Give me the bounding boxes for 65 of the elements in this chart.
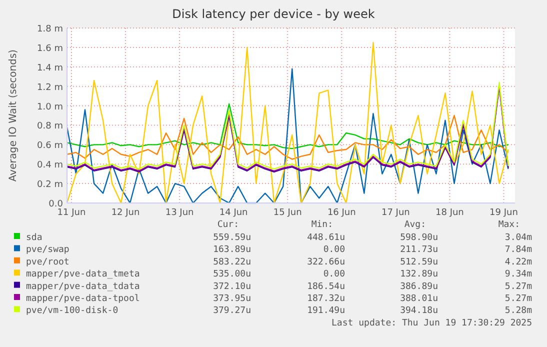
x-tick-label: 13 Jun bbox=[165, 208, 194, 218]
text: 3.04m bbox=[504, 233, 532, 243]
text: 0.00 bbox=[323, 270, 345, 280]
text: 5.27m bbox=[504, 282, 532, 292]
text: 9.34m bbox=[504, 270, 532, 280]
text: 5.28m bbox=[504, 306, 532, 316]
y-tick-label: 0.8 m bbox=[37, 122, 63, 132]
text: 388.01u bbox=[400, 294, 438, 304]
x-tick-label: 12 Jun bbox=[111, 208, 140, 218]
y-tick-label: 1.8 m bbox=[37, 24, 63, 34]
text: 191.49u bbox=[307, 306, 345, 316]
legend-label: pve/swap bbox=[26, 245, 70, 256]
x-tick-label: 17 Jun bbox=[381, 208, 410, 218]
text: Cur: bbox=[217, 220, 239, 230]
text: 598.90u bbox=[400, 233, 438, 243]
y-tick-label: 1.2 m bbox=[37, 82, 63, 93]
legend-label: sda bbox=[26, 233, 42, 243]
text: Avg: bbox=[404, 220, 426, 230]
text: 559.59u bbox=[213, 233, 251, 243]
text: 379.27u bbox=[213, 306, 251, 316]
line-series bbox=[66, 114, 509, 160]
line-series bbox=[66, 103, 509, 150]
legend-label: mapper/pve-data-tpool bbox=[26, 294, 140, 304]
x-tick-label: 16 Jun bbox=[327, 208, 356, 218]
legend-label: mapper/pve-data_tdata bbox=[26, 282, 140, 292]
y-tick-label: 0.6 m bbox=[37, 141, 63, 152]
x-tick-label: 14 Jun bbox=[219, 208, 248, 218]
text: 322.66u bbox=[307, 257, 345, 268]
legend-label: pve/vm-100-disk-0 bbox=[26, 306, 118, 316]
y-axis-title: Average IO Wait (seconds) bbox=[8, 49, 19, 182]
text: 7.84m bbox=[504, 245, 532, 256]
text: 211.73u bbox=[400, 245, 438, 256]
text: 0.00 bbox=[323, 245, 345, 256]
text: 187.32u bbox=[307, 294, 345, 304]
y-tick-label: 1.6 m bbox=[37, 44, 63, 54]
text: Max: bbox=[498, 220, 520, 230]
x-tick-label: 11 Jun bbox=[57, 208, 86, 218]
x-tick-label: 19 Jun bbox=[490, 208, 518, 218]
y-tick-label: 1.4 m bbox=[37, 63, 63, 74]
text: 448.61u bbox=[307, 233, 345, 243]
legend-label: mapper/pve-data_tmeta bbox=[26, 270, 140, 280]
x-tick-label: 15 Jun bbox=[273, 208, 302, 218]
text: 394.18u bbox=[400, 306, 438, 316]
text: Min: bbox=[311, 220, 333, 230]
y-tick-label: 0.2 m bbox=[37, 180, 63, 190]
text: 583.22u bbox=[213, 257, 251, 268]
text: 186.54u bbox=[307, 282, 345, 292]
text: 4.22m bbox=[504, 257, 532, 268]
y-tick-label: 1.0 m bbox=[37, 102, 63, 112]
text: 373.95u bbox=[213, 294, 251, 304]
text: 386.89u bbox=[400, 282, 438, 292]
text: 512.59u bbox=[400, 257, 438, 268]
chart-title: Disk latency per device - by week bbox=[172, 7, 375, 21]
text: 535.00u bbox=[213, 270, 251, 280]
line-series bbox=[66, 68, 509, 204]
text: 372.10u bbox=[213, 282, 251, 292]
line-series bbox=[66, 42, 509, 204]
text: 163.89u bbox=[213, 245, 251, 256]
y-tick-label: 0.0 bbox=[48, 200, 64, 210]
text: 5.27m bbox=[504, 294, 532, 304]
x-tick-label: 18 Jun bbox=[436, 208, 464, 218]
text: 132.89u bbox=[400, 270, 438, 280]
y-tick-label: 0.4 m bbox=[37, 160, 63, 171]
legend-label: pve/root bbox=[26, 257, 70, 268]
text: Last update: Thu Jun 19 17:30:29 2025 bbox=[332, 318, 532, 328]
